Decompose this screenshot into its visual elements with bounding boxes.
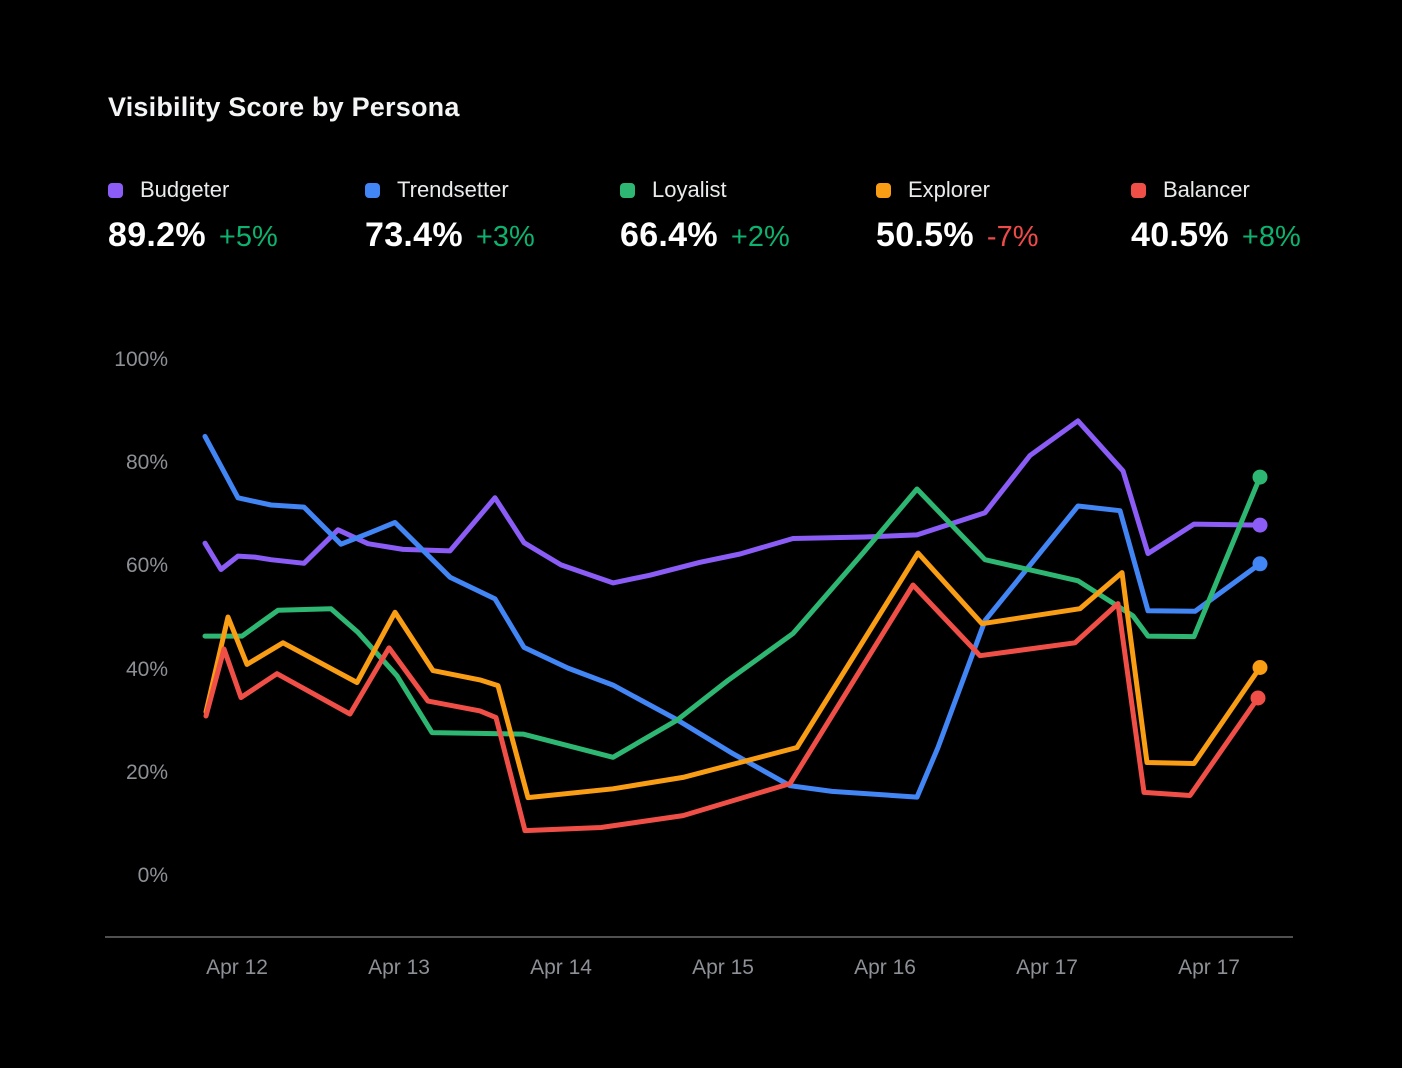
y-tick-0: 0% xyxy=(137,864,168,887)
legend-item-loyalist[interactable]: Loyalist 66.4% +2% xyxy=(620,177,790,255)
legend-value-balancer: 40.5% xyxy=(1131,216,1229,254)
legend-item-balancer[interactable]: Balancer 40.5% +8% xyxy=(1131,177,1301,255)
y-tick-100: 100% xyxy=(114,348,168,371)
x-tick-6: Apr 17 xyxy=(1178,956,1240,979)
page-title: Visibility Score by Persona xyxy=(108,92,460,122)
legend-item-trendsetter[interactable]: Trendsetter 73.4% +3% xyxy=(365,177,535,255)
legend-item-explorer[interactable]: Explorer 50.5% -7% xyxy=(876,177,1039,255)
legend-label-budgeter: Budgeter xyxy=(140,177,230,202)
legend-label-balancer: Balancer xyxy=(1163,177,1250,202)
legend-label-explorer: Explorer xyxy=(908,177,990,202)
series-line-loyalist xyxy=(202,474,1263,760)
x-tick-1: Apr 13 xyxy=(368,956,430,979)
x-tick-5: Apr 17 xyxy=(1016,956,1078,979)
legend-value-budgeter: 89.2% xyxy=(108,216,206,254)
legend-swatch-trendsetter xyxy=(365,182,380,198)
legend-label-loyalist: Loyalist xyxy=(652,177,727,202)
legend-swatch-loyalist xyxy=(620,182,635,198)
endpoint-dot-budgeter xyxy=(1252,517,1268,533)
series-line-trendsetter xyxy=(202,433,1263,800)
legend-value-loyalist: 66.4% xyxy=(620,216,718,254)
endpoint-dot-loyalist xyxy=(1252,469,1268,485)
endpoint-dot-explorer xyxy=(1252,660,1268,675)
y-tick-60: 60% xyxy=(125,554,168,578)
series-line-balancer xyxy=(203,582,1261,834)
x-tick-3: Apr 15 xyxy=(692,956,754,979)
endpoint-dot-balancer xyxy=(1250,690,1266,706)
legend-change-loyalist: +2% xyxy=(730,221,790,253)
y-tick-40: 40% xyxy=(125,657,168,681)
legend-change-explorer: -7% xyxy=(986,221,1039,253)
x-tick-0: Apr 12 xyxy=(206,956,268,979)
legend-label-trendsetter: Trendsetter xyxy=(397,177,509,202)
series-line-budgeter xyxy=(202,418,1263,586)
legend-swatch-explorer xyxy=(876,182,891,198)
x-tick-2: Apr 14 xyxy=(530,956,592,979)
legend-change-budgeter: +5% xyxy=(218,221,278,253)
y-tick-20: 20% xyxy=(125,760,168,784)
legend-swatch-budgeter xyxy=(108,182,123,198)
legend-change-balancer: +8% xyxy=(1241,221,1301,253)
legend-value-trendsetter: 73.4% xyxy=(365,216,463,254)
legend-item-budgeter[interactable]: Budgeter 89.2% +5% xyxy=(108,177,278,255)
legend-value-explorer: 50.5% xyxy=(876,216,974,254)
endpoint-dot-trendsetter xyxy=(1252,556,1268,572)
series-line-explorer xyxy=(203,550,1263,801)
y-tick-80: 80% xyxy=(125,451,168,475)
legend-swatch-balancer xyxy=(1131,182,1146,198)
legend-change-trendsetter: +3% xyxy=(475,221,535,253)
x-tick-4: Apr 16 xyxy=(854,956,916,979)
